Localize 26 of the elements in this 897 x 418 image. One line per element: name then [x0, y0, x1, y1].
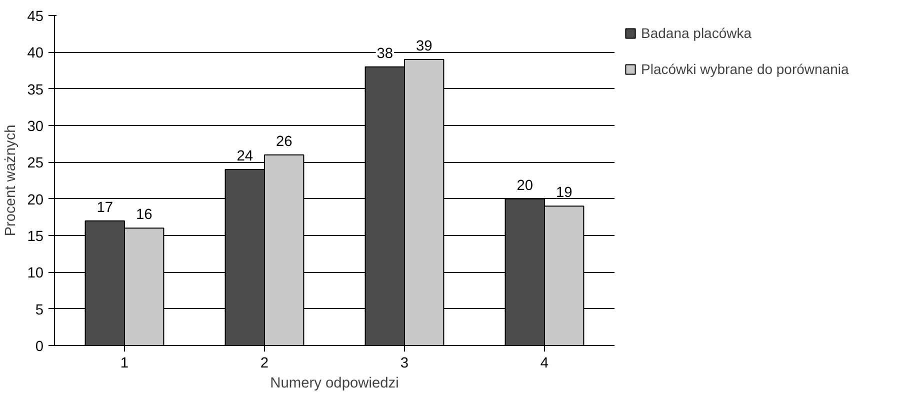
x-tick-label: 4 [540, 356, 549, 372]
y-tick-label: 10 [27, 266, 44, 282]
y-tick-label: 15 [27, 229, 44, 245]
y-tick-label: 5 [35, 302, 44, 318]
data-label: 16 [136, 207, 152, 224]
data-label: 26 [276, 134, 292, 150]
data-label: 20 [516, 178, 534, 194]
y-tick-label: 30 [27, 119, 44, 135]
y-axis-title: Procent ważnych [3, 124, 20, 236]
legend-label: Placówki wybrane do porównania [641, 61, 849, 77]
y-tick-label: 0 [35, 339, 44, 355]
y-tick-label: 20 [27, 192, 44, 208]
y-tick-label: 35 [27, 82, 44, 98]
x-tick-label: 1 [120, 356, 129, 372]
x-tick-label: 2 [260, 356, 269, 372]
legend-label: Badana placówka [641, 25, 752, 41]
data-label: 24 [236, 148, 254, 164]
x-tick-label: 3 [400, 356, 409, 372]
data-label: 39 [416, 38, 432, 54]
x-axis-title: Numery odpowiedzi [270, 376, 399, 392]
y-tick-label: 25 [27, 156, 44, 172]
y-tick-label: 45 [27, 9, 44, 25]
y-tick-label: 40 [27, 46, 44, 62]
data-label: 17 [96, 200, 114, 216]
data-label: 38 [376, 46, 394, 62]
data-label: 19 [556, 185, 572, 202]
